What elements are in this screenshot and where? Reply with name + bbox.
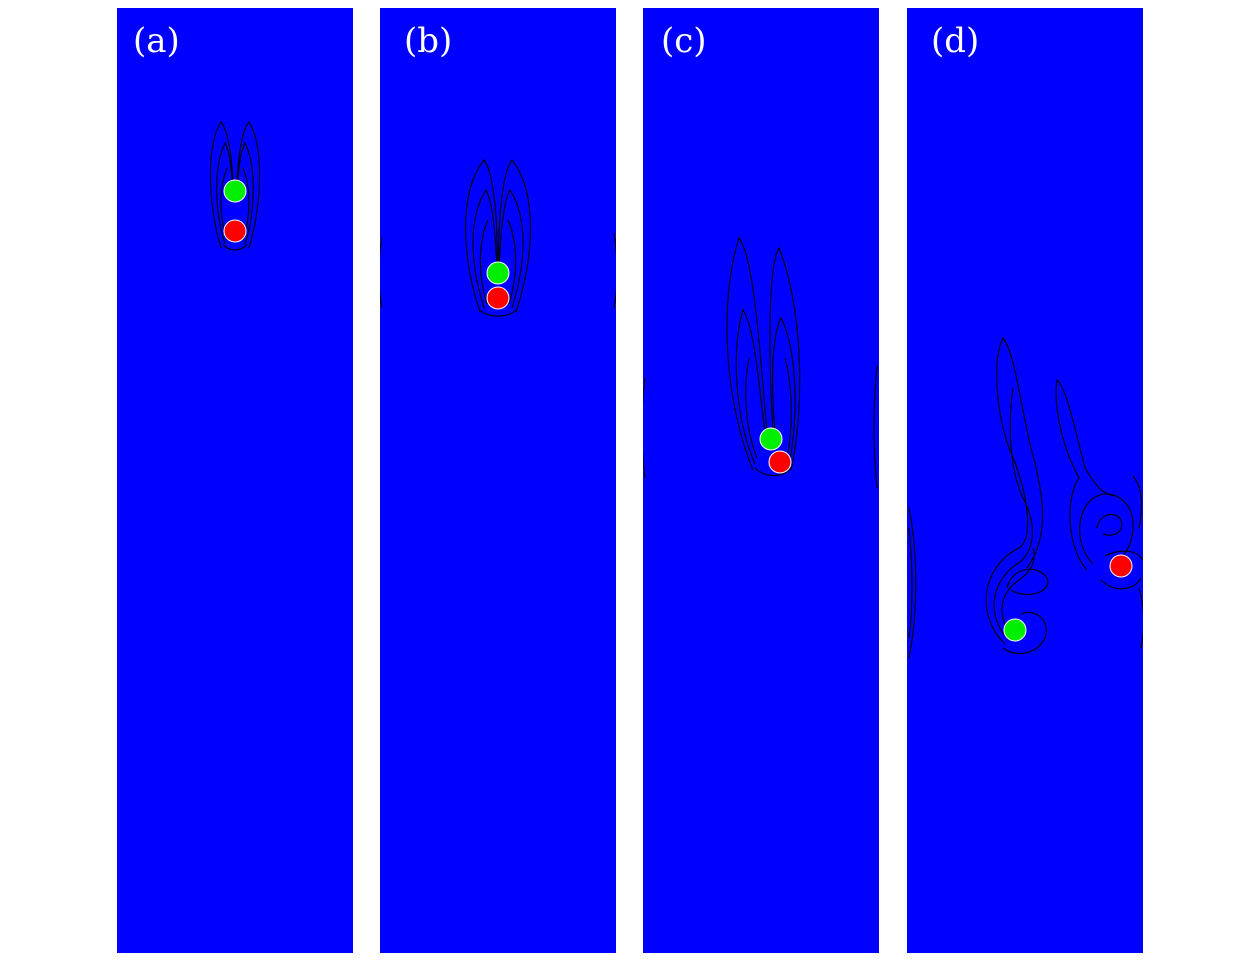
contour-line	[498, 188, 524, 309]
contour-line	[1079, 493, 1134, 565]
contour-line	[993, 387, 1033, 641]
particle-lower	[768, 450, 792, 474]
contour-line	[735, 308, 766, 465]
contour-line	[1006, 568, 1049, 595]
panel-a: (a)	[117, 8, 353, 953]
contour-line	[216, 141, 234, 245]
contour-line	[784, 357, 792, 459]
panel-a-field	[117, 8, 353, 953]
contour-line	[908, 527, 913, 639]
vorticity-contours	[643, 236, 878, 489]
contour-line	[1002, 612, 1047, 654]
contour-line	[465, 159, 498, 313]
contour-line	[745, 357, 758, 459]
contour-line	[1132, 475, 1143, 529]
contour-line	[507, 219, 517, 305]
contour-line	[1100, 577, 1142, 590]
contour-line	[479, 219, 489, 305]
panel-label: (c)	[661, 21, 707, 61]
contour-line	[209, 121, 234, 249]
panel-d-field	[907, 8, 1143, 953]
panel-c-field	[643, 8, 879, 953]
contour-line	[613, 232, 616, 309]
contour-line	[222, 243, 248, 251]
particle-upper	[1003, 618, 1027, 642]
panel-b: (b)	[380, 8, 616, 953]
contour-line	[873, 365, 878, 489]
contour-line	[236, 141, 254, 245]
contour-line	[1096, 513, 1123, 536]
contour-line	[236, 121, 261, 249]
contour-line	[1138, 587, 1143, 649]
contour-line	[472, 188, 498, 309]
contour-line	[1001, 547, 1035, 635]
contour-line	[908, 507, 917, 659]
vorticity-contours	[380, 159, 616, 317]
fluid-domain	[380, 8, 616, 953]
particle-lower	[486, 286, 510, 310]
fluid-domain	[907, 8, 1143, 953]
contour-line	[769, 246, 801, 471]
contour-line	[985, 336, 1044, 645]
contour-line	[726, 236, 768, 471]
contour-line	[1104, 550, 1143, 561]
particle-upper	[223, 179, 247, 203]
panel-label: (a)	[133, 21, 180, 61]
contour-line	[1055, 378, 1116, 571]
contour-line	[479, 309, 517, 317]
panel-b-field	[380, 8, 616, 953]
contour-line	[754, 467, 792, 477]
vorticity-contours	[908, 336, 1143, 659]
panel-d: (d)	[907, 8, 1143, 953]
fluid-domain	[117, 8, 353, 953]
contour-line	[498, 159, 531, 313]
contour-line	[771, 316, 796, 465]
fluid-domain	[643, 8, 879, 953]
particle-upper	[759, 427, 783, 451]
particle-lower	[1109, 554, 1133, 578]
panel-label: (b)	[404, 21, 453, 61]
particle-lower	[223, 219, 247, 243]
panel-label: (d)	[931, 21, 980, 61]
contour-line	[380, 237, 383, 309]
contour-line	[643, 377, 646, 479]
particle-upper	[486, 261, 510, 285]
panel-c: (c)	[643, 8, 879, 953]
